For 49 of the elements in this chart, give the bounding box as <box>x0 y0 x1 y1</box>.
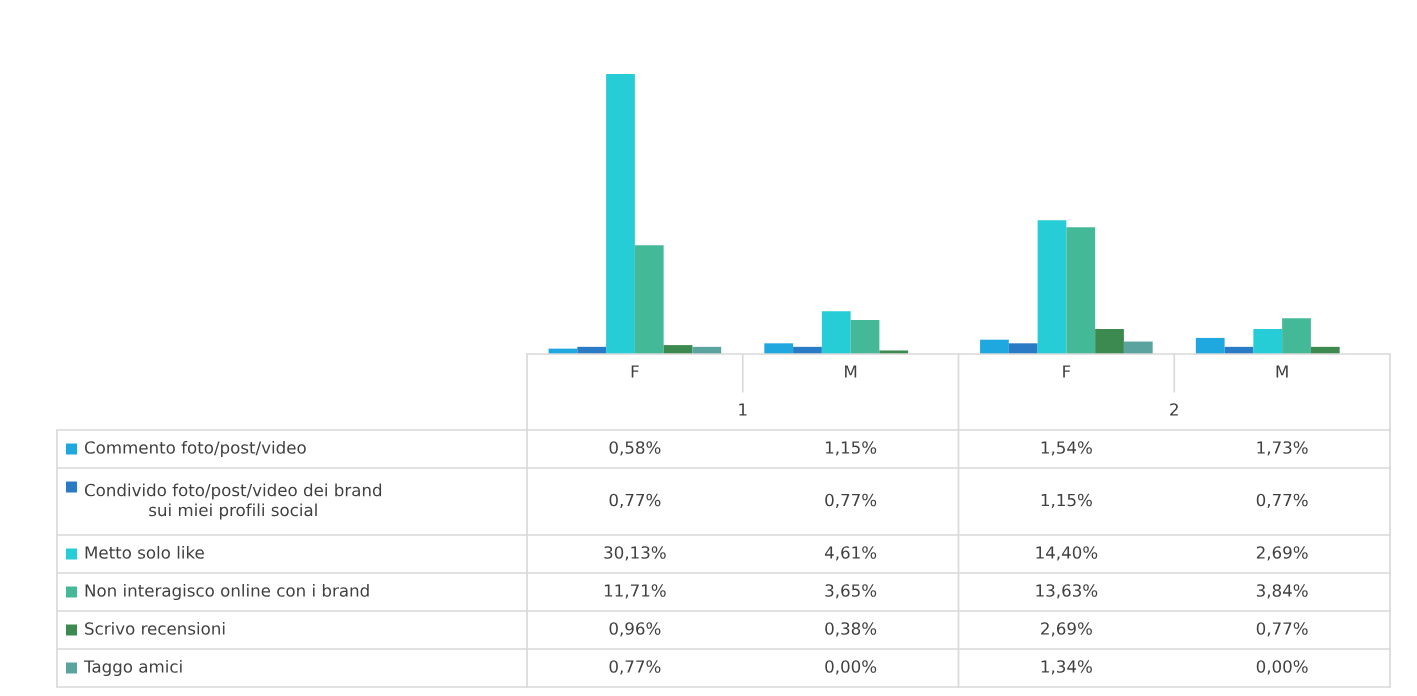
data-label: 2,69% <box>1041 622 1092 637</box>
bar <box>850 320 880 354</box>
legend-label: Scrivo recensioni <box>85 621 225 635</box>
data-label: 0,96% <box>609 622 661 637</box>
data-label: 14,40% <box>1036 546 1098 561</box>
data-label: 11,71% <box>604 584 666 599</box>
text: 1 <box>739 403 747 416</box>
data-label: 0,77% <box>609 493 661 509</box>
legend-label: Taggo amici <box>83 659 182 677</box>
data-label: 0,38% <box>825 622 877 637</box>
data-label: 1,34% <box>1041 660 1092 675</box>
bar <box>1037 220 1067 354</box>
data-label: 1,73% <box>1257 441 1308 456</box>
legend-label: Metto solo like <box>85 545 204 559</box>
x-tick-label: F <box>631 365 639 378</box>
x-tick-label: M <box>1276 365 1288 378</box>
bar <box>1282 318 1311 354</box>
data-label: 0,77% <box>1256 622 1308 637</box>
bar <box>980 339 1009 354</box>
data-label: 13,63% <box>1036 584 1098 599</box>
data-label: 4,61% <box>824 546 877 561</box>
data-label: 1,15% <box>825 441 877 456</box>
legend-label: Non interagisco online con i brand <box>85 583 369 601</box>
bar <box>634 245 664 354</box>
bar <box>1253 329 1283 354</box>
data-label: 1,15% <box>1041 493 1092 509</box>
data-label: 3,84% <box>1256 584 1308 599</box>
data-label: 0,77% <box>825 493 877 509</box>
bar <box>1066 227 1096 354</box>
bar <box>1195 337 1225 354</box>
data-label: 2,69% <box>1256 546 1308 561</box>
data-label: 0,77% <box>609 660 661 675</box>
data-label: 0,58% <box>609 441 661 456</box>
data-label: 3,65% <box>825 584 877 599</box>
data-label: 0,77% <box>1256 493 1308 509</box>
data-label: 1,54% <box>1041 441 1092 456</box>
bar <box>821 311 851 354</box>
data-label: 30,13% <box>604 546 666 561</box>
x-tick-label: M <box>845 365 857 378</box>
x-tick-label: F <box>1063 365 1071 378</box>
bar <box>1008 343 1038 354</box>
bar <box>1095 329 1124 354</box>
text: 2 <box>1170 403 1178 416</box>
data-label: 0,00% <box>1256 660 1308 675</box>
legend-label: Commento foto/post/video <box>84 440 306 458</box>
bar <box>606 74 635 354</box>
bar <box>764 343 794 354</box>
data-label: 0,00% <box>825 660 877 675</box>
legend-label: Condivido foto/post/video dei brand sui miei profili social <box>84 483 382 520</box>
